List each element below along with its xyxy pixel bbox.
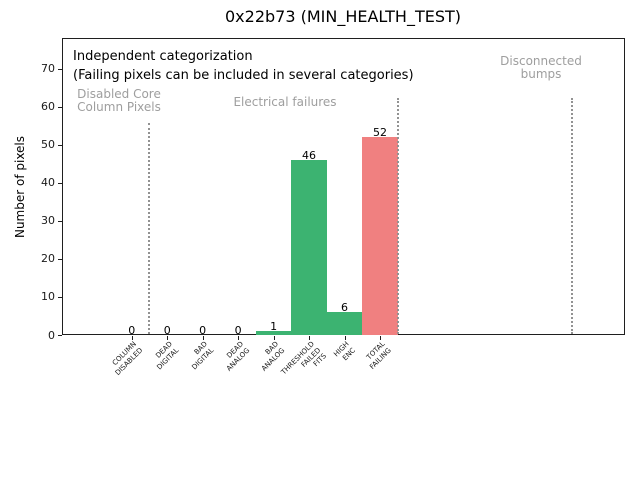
y-tick-mark — [58, 144, 62, 146]
y-tick-label: 0 — [48, 328, 55, 342]
y-tick-label: 10 — [41, 290, 55, 304]
x-tick-mark — [344, 336, 346, 340]
region-label-electrical-failures: Electrical failures — [233, 95, 337, 109]
bar-value-label: 52 — [373, 126, 387, 139]
bar-value-label: 0 — [199, 324, 207, 337]
x-tick-mark — [131, 336, 133, 340]
y-tick-mark — [58, 182, 62, 184]
x-tick-mark — [309, 336, 310, 340]
x-tick-label: THRESHOLD FAILED FITS — [279, 340, 328, 377]
chart-title: 0x22b73 (MIN_HEALTH_TEST) — [225, 7, 461, 26]
bar-value-label: 46 — [302, 148, 316, 162]
bar — [255, 331, 292, 335]
x-tick-label: DEAD ANALOG — [224, 340, 251, 373]
x-tick-label: COLUMN DISABLED — [111, 340, 145, 377]
y-tick-mark — [58, 220, 62, 222]
y-tick-label: 60 — [41, 100, 55, 114]
y-tick-mark — [58, 68, 62, 70]
region-separator — [570, 98, 573, 334]
annotation-failing-note: (Failing pixels can be included in sever… — [73, 68, 414, 83]
annotation-independent-categorization: Independent categorization — [73, 49, 253, 64]
region-label-disconnected-bumps: Disconnected bumps — [500, 54, 582, 81]
x-tick-label: BAD DIGITAL — [190, 340, 216, 372]
bar-value-label: 6 — [341, 301, 348, 315]
bar — [326, 312, 363, 335]
bar-value-label: 1 — [270, 320, 278, 334]
y-tick-mark — [58, 335, 62, 336]
x-tick-label: HIGH ENC — [332, 340, 358, 362]
plot-area — [62, 38, 625, 335]
bar — [291, 159, 327, 335]
x-tick-mark — [380, 336, 381, 340]
region-separator — [148, 123, 151, 334]
x-tick-mark — [273, 336, 275, 340]
bar — [362, 137, 398, 335]
bar-value-label: 0 — [128, 324, 136, 337]
x-tick-mark — [167, 336, 169, 340]
y-tick-mark — [58, 296, 62, 298]
bar-value-label: 0 — [234, 324, 242, 337]
region-label-disabled-core: Disabled Core Column Pixels — [77, 87, 161, 114]
x-tick-label: TOTAL FAILING — [365, 340, 393, 371]
y-tick-mark — [58, 106, 62, 108]
y-tick-label: 40 — [41, 176, 55, 190]
y-tick-label: 30 — [41, 214, 55, 228]
bar-value-label: 0 — [163, 324, 171, 337]
y-tick-mark — [58, 258, 62, 260]
x-tick-mark — [202, 336, 204, 340]
x-tick-mark — [238, 336, 240, 340]
y-tick-label: 70 — [41, 62, 55, 75]
y-tick-label: 20 — [41, 252, 55, 266]
y-tick-label: 50 — [41, 138, 55, 152]
x-tick-label: DEAD DIGITAL — [154, 340, 180, 372]
region-separator — [396, 98, 399, 334]
